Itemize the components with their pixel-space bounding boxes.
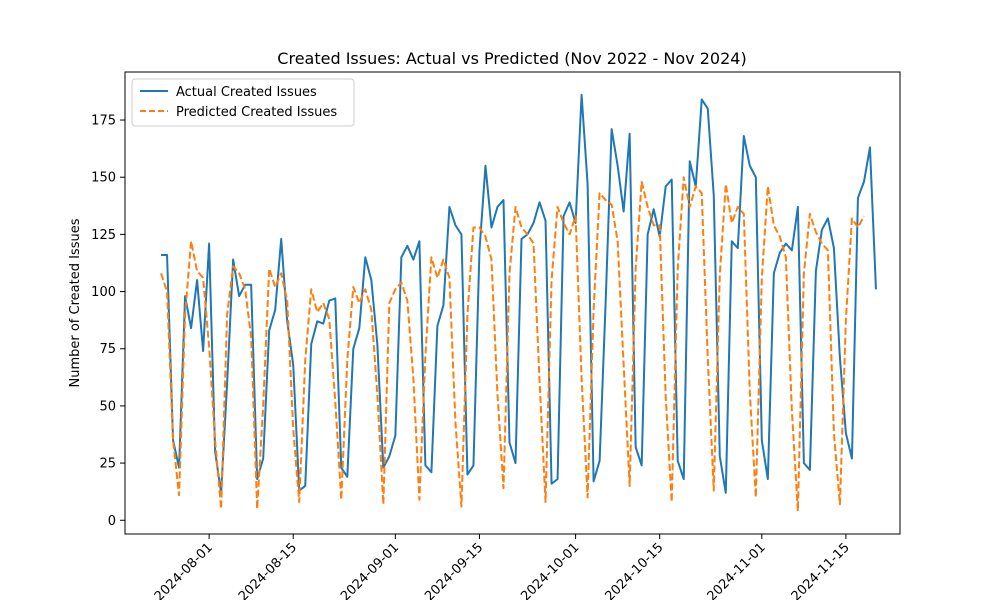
legend-box — [131, 78, 355, 127]
legend: Actual Created Issues Predicted Created … — [131, 78, 355, 127]
y-tick-label: 0 — [108, 514, 116, 529]
x-tick-label: 2024-11-15 — [789, 540, 853, 600]
x-tick-label: 2024-11-01 — [705, 540, 769, 600]
x-tick-label: 2024-09-15 — [422, 540, 486, 600]
y-tick-label: 150 — [91, 171, 116, 186]
y-tick-label: 100 — [91, 285, 116, 300]
series-line-predicted — [160, 176, 865, 513]
chart-title: Created Issues: Actual vs Predicted (Nov… — [277, 49, 746, 68]
y-tick-label: 25 — [99, 457, 116, 472]
x-tick-label: 2024-09-01 — [338, 540, 402, 600]
series-line-actual — [161, 93, 877, 494]
y-tick-label: 175 — [91, 114, 116, 129]
x-tick-label: 2024-10-15 — [602, 540, 666, 600]
x-tick-label: 2024-10-01 — [518, 540, 582, 600]
y-tick-label: 125 — [91, 228, 116, 243]
x-tick-label: 2024-08-01 — [152, 540, 216, 600]
x-tick-label: 2024-08-15 — [236, 540, 300, 600]
y-axis-label: Number of Created Issues — [68, 218, 83, 387]
y-tick-label: 50 — [99, 399, 116, 414]
legend-label-predicted: Predicted Created Issues — [176, 105, 337, 120]
legend-label-actual: Actual Created Issues — [176, 85, 317, 100]
plot-area-frame — [124, 71, 901, 535]
y-tick-label: 75 — [99, 342, 116, 357]
